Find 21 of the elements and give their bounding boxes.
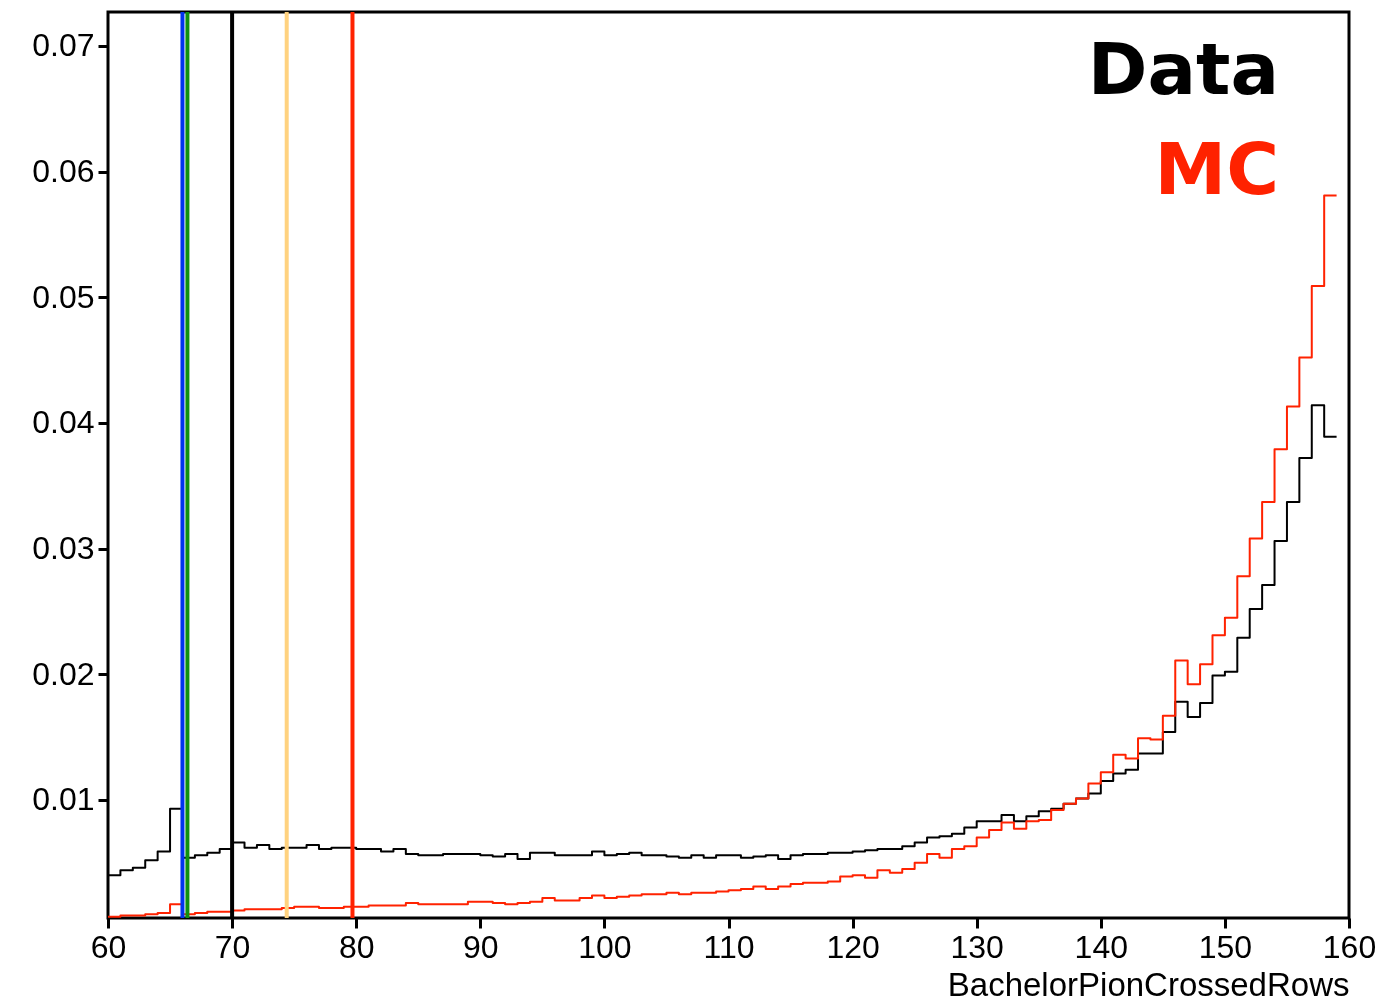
x-tick-label: 90 (463, 928, 499, 965)
x-axis-title: BachelorPionCrossedRows (947, 965, 1350, 1003)
y-tick-label: 0.01 (32, 781, 95, 818)
y-tick-label: 0.05 (32, 278, 95, 315)
y-tick-label: 0.03 (32, 530, 95, 567)
x-tick-label: 140 (1074, 928, 1128, 965)
series-label: MC (1154, 127, 1279, 211)
y-tick-label: 0.06 (32, 153, 95, 190)
x-tick-label: 70 (214, 928, 251, 965)
x-tick-label: 120 (826, 928, 880, 965)
x-tick-label: 100 (578, 928, 632, 965)
y-tick-label: 0.07 (32, 27, 95, 64)
x-tick-label: 150 (1198, 928, 1253, 965)
x-tick-label: 160 (1322, 928, 1377, 965)
y-tick-label: 0.04 (32, 404, 95, 441)
x-tick-label: 80 (338, 928, 375, 965)
x-tick-label: 130 (950, 928, 1004, 965)
y-tick-label: 0.02 (32, 655, 95, 692)
x-tick-label: 60 (90, 928, 127, 965)
text: Data (1087, 27, 1279, 111)
x-tick-label: 110 (703, 928, 755, 965)
